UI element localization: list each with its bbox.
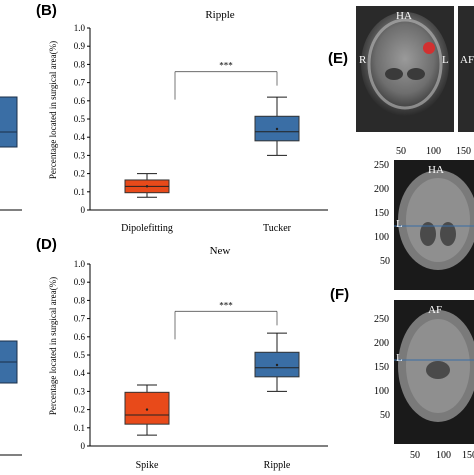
chart-d-xtick-0: Spike	[136, 460, 159, 471]
mri-f-bottom-title: AF	[428, 304, 443, 316]
chart-b-ytick-label: 0.3	[74, 150, 86, 160]
chart-b-ytick-label: 0.8	[74, 59, 86, 69]
chart-d-ytick-label: 0.7	[74, 314, 86, 324]
chart-b-title: Ripple	[205, 9, 234, 21]
chart-d-ytick-label: 0.6	[74, 332, 86, 342]
chart-b-ytick-label: 0.9	[74, 41, 86, 51]
chart-b-ytick-label: 0.4	[74, 132, 86, 142]
chart-b-ytick-label: 0.5	[74, 114, 86, 124]
mri-e-r-label: R	[359, 54, 367, 66]
chart-d-significance-label: ***	[219, 300, 233, 310]
mri-e-ha-image: HA R L	[356, 6, 454, 132]
panel-label-d: (D)	[36, 236, 57, 253]
chart-b-ytick-label: 0.6	[74, 96, 86, 106]
chart-b-ytick-label: 0.1	[74, 187, 85, 197]
mri-f-top-brain	[394, 170, 474, 270]
chart-d: New Percentage located in surgical area(…	[48, 245, 328, 471]
mri-f-bottom-image: AF L	[394, 300, 474, 444]
mri-e-ha-label: HA	[396, 10, 412, 22]
mri-f-top-ytick-1: 200	[374, 184, 389, 195]
panel-label-b: (B)	[36, 2, 57, 19]
chart-d-ytick-label: 0.9	[74, 277, 86, 287]
panel-label-e: (E)	[328, 50, 348, 67]
chart-d-ytick-label: 0.8	[74, 295, 86, 305]
mri-f-bottom-ytick-2: 150	[374, 362, 389, 373]
mri-f-bottom-ytick-4: 50	[380, 410, 390, 421]
chart-d-xtick-1: Ripple	[264, 460, 291, 471]
mri-f-top-l-label: L	[396, 218, 403, 230]
chart-d-ytick-label: 0.4	[74, 368, 86, 378]
mri-f-bottom-l-label: L	[396, 352, 403, 364]
mri-e-af-image: AF	[458, 6, 474, 132]
chart-b-ylabel: Percentage located in surgical area(%)	[48, 41, 58, 179]
panel-label-f: (F)	[330, 286, 350, 303]
mri-f-bottom-axes: 250 200 150 100 50 AF L 50 100 150	[364, 296, 474, 474]
chart-b-significance-label: ***	[219, 61, 233, 71]
panel-a-box-fragment	[0, 96, 22, 211]
mri-f-bottom-xtick-2: 150	[462, 450, 474, 461]
mri-e-ha-brain	[361, 12, 449, 116]
mri-f-top-image: HA L	[394, 160, 474, 290]
chart-b-ytick-label: 0	[81, 205, 86, 215]
mri-f-top-axes: 50 100 150 250 200 150 100 50 HA L	[364, 146, 474, 294]
chart-d-plot-area: 0 0.1 0.2 0.3 0.4 0.5 0.6 0.7 0.8 0.9 1.0 ***	[74, 259, 328, 451]
panel-a-fragment	[0, 0, 24, 230]
mri-f-top-xtick-0: 50	[396, 146, 406, 157]
mri-e-af-label: AF	[460, 54, 474, 66]
mri-f-top-ytick-0: 250	[374, 160, 389, 171]
box-Spike	[124, 391, 170, 425]
mri-f-bottom-ytick-3: 100	[374, 386, 389, 397]
mri-f-bottom-xtick-0: 50	[410, 450, 420, 461]
chart-b-ytick-label: 1.0	[74, 23, 86, 33]
mri-f-top-ytick-4: 50	[380, 256, 390, 267]
box-mean-marker	[145, 408, 149, 411]
mri-f-bottom-brain	[394, 310, 474, 422]
box-mean-marker	[145, 185, 149, 188]
mri-f-top-ytick-2: 150	[374, 208, 389, 219]
mri-f-bottom-ytick-1: 200	[374, 338, 389, 349]
chart-d-ytick-label: 0	[81, 441, 86, 451]
chart-b-significance-bracket	[174, 71, 278, 100]
mri-f-bottom-ytick-0: 250	[374, 314, 389, 325]
mri-f-bottom-xtick-1: 100	[436, 450, 451, 461]
mri-e-l-label: L	[442, 54, 449, 66]
chart-d-ytick-label: 0.3	[74, 386, 86, 396]
mri-f-top-ytick-3: 100	[374, 232, 389, 243]
chart-d-ytick-label: 1.0	[74, 259, 86, 269]
mri-f-top-title: HA	[428, 164, 444, 176]
chart-d-ytick-label: 0.2	[74, 405, 85, 415]
chart-d-ytick-label: 0.1	[74, 423, 85, 433]
chart-d-title: New	[210, 245, 231, 257]
mri-e-lesion-marker	[423, 42, 435, 54]
chart-b-xtick-1: Tucker	[263, 223, 292, 234]
chart-b-xtick-0: Dipolefitting	[121, 223, 173, 234]
chart-b: Ripple Percentage located in surgical ar…	[48, 9, 328, 234]
panel-c-box-fragment	[0, 340, 22, 456]
mri-f-top-xtick-2: 150	[456, 146, 471, 157]
chart-d-significance-bracket	[174, 310, 278, 340]
chart-b-plot-area: 0 0.1 0.2 0.3 0.4 0.5 0.6 0.7 0.8 0.9 1.0 ***	[74, 23, 328, 215]
box-mean-marker	[275, 127, 279, 131]
box-mean-marker	[275, 363, 279, 367]
chart-b-ytick-label: 0.7	[74, 78, 86, 88]
mri-f-top-xtick-1: 100	[426, 146, 441, 157]
panel-c-fragment	[0, 240, 24, 470]
chart-d-ytick-label: 0.5	[74, 350, 86, 360]
chart-d-ylabel: Percentage located in surgical area(%)	[48, 277, 58, 415]
chart-b-ytick-label: 0.2	[74, 169, 85, 179]
